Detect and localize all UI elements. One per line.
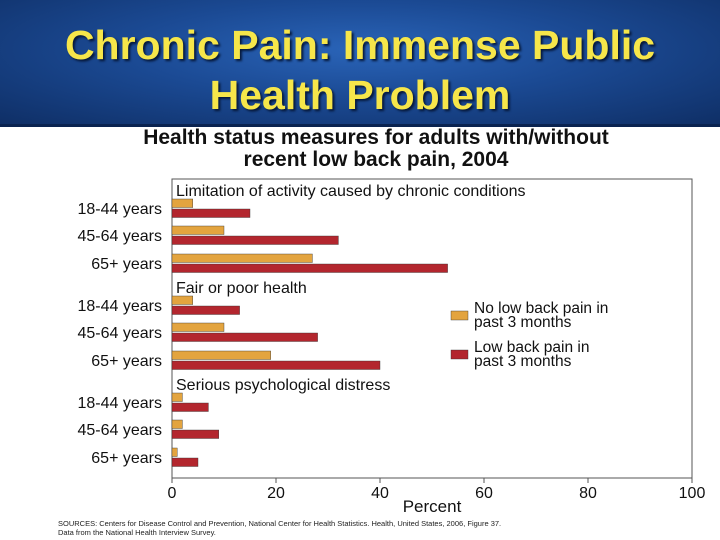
title-banner: Chronic Pain: Immense Public Health Prob… [0,0,720,127]
bar-no-pain [171,253,313,263]
source-line-1: SOURCES: Centers for Disease Control and… [58,519,502,528]
category-label: 18-44 years [78,298,163,315]
chart-heading: Health status measures for adults with/w… [36,127,716,171]
bar-pain [171,402,209,412]
slide-title-line-2: Health Problem [209,72,511,118]
category-label: 18-44 years [78,395,163,412]
bar-pain [171,332,318,342]
x-tick-label: 80 [579,485,597,502]
category-label: 65+ years [91,450,162,467]
bar-pain [171,457,199,467]
bar-no-pain [171,295,193,305]
bar-no-pain [171,322,225,332]
x-tick-label: 0 [168,485,177,502]
group-title: Serious psychological distress [176,377,390,394]
bar-pain [171,305,240,315]
x-tick-label: 60 [475,485,493,502]
category-label: 65+ years [91,256,162,273]
bar-no-pain [171,419,183,429]
x-tick-label: 20 [267,485,285,502]
x-axis-label: Percent [403,497,462,516]
bar-no-pain [171,350,272,360]
category-label: 45-64 years [78,422,163,439]
legend-label: past 3 months [474,353,572,370]
legend-label: Low back pain in [474,339,589,356]
slide-title: Chronic Pain: Immense Public Health Prob… [0,20,720,120]
legend-swatch [450,349,469,360]
legend-label: past 3 months [474,314,572,331]
group-title: Fair or poor health [176,280,307,297]
bar-pain [171,208,251,218]
source-line-2: Data from the National Health Interview … [58,528,216,537]
category-label: 45-64 years [78,325,163,342]
group-title: Limitation of activity caused by chronic… [176,183,526,200]
bar-no-pain [171,198,193,208]
bar-pain [171,235,339,245]
bar-no-pain [171,225,225,235]
legend-swatch [450,310,469,321]
category-label: 18-44 years [78,201,163,218]
slide-title-line-1: Chronic Pain: Immense Public [64,22,656,68]
bar-pain [171,429,219,439]
chart-heading-line-1: Health status measures for adults with/w… [143,126,609,149]
x-tick-label: 40 [371,485,389,502]
bar-pain [171,263,448,273]
x-tick-label: 100 [679,485,706,502]
chart-heading-line-2: recent low back pain, 2004 [243,148,509,171]
bar-no-pain [171,447,178,457]
category-label: 45-64 years [78,228,163,245]
category-label: 65+ years [91,353,162,370]
legend-label: No low back pain in [474,300,608,317]
plot-frame [171,178,693,479]
bar-pain [171,360,381,370]
source-note: SOURCES: Centers for Disease Control and… [58,519,698,537]
bar-no-pain [171,392,183,402]
